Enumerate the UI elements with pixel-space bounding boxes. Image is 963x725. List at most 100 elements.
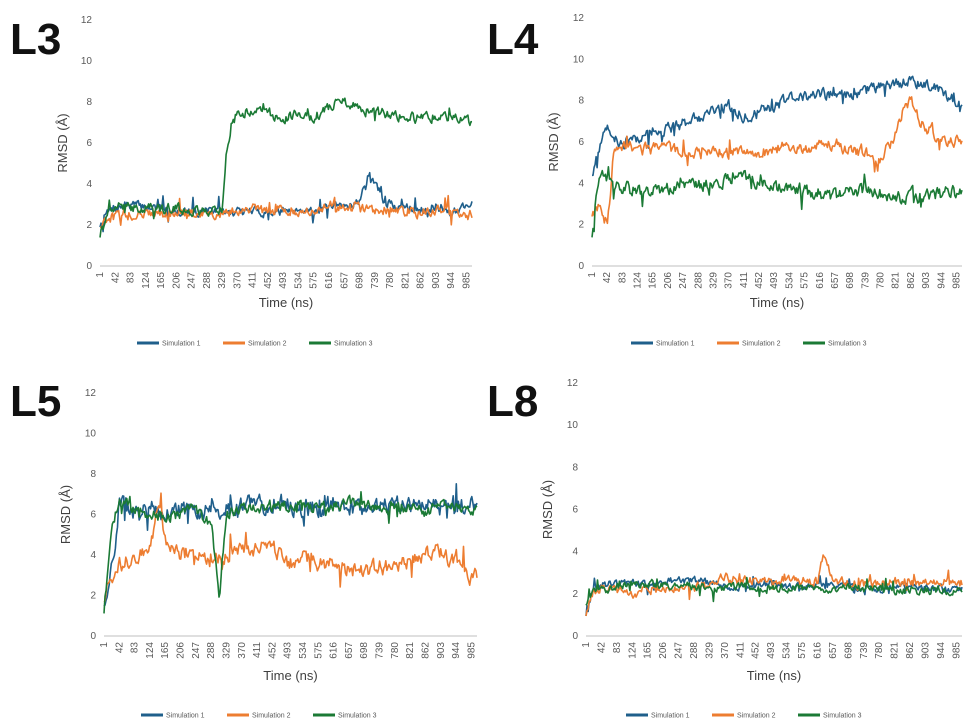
x-tick-label: 247 bbox=[191, 642, 202, 659]
legend-label: Simulation 3 bbox=[338, 713, 377, 720]
x-tick-label: 821 bbox=[405, 642, 416, 659]
y-tick-label: 8 bbox=[90, 469, 96, 480]
x-tick-label: 206 bbox=[658, 642, 669, 659]
y-tick-label: 8 bbox=[578, 96, 584, 107]
y-tick-label: 4 bbox=[572, 547, 578, 558]
y-tick-label: 6 bbox=[578, 137, 584, 148]
y-tick-label: 6 bbox=[90, 510, 96, 521]
y-tick-label: 8 bbox=[572, 462, 578, 473]
x-tick-label: 411 bbox=[739, 272, 750, 288]
x-tick-label: 452 bbox=[751, 642, 762, 659]
x-tick-label: 944 bbox=[451, 642, 462, 659]
x-tick-label: 698 bbox=[359, 642, 370, 659]
x-tick-label: 1 bbox=[581, 642, 592, 648]
panel-label: L5 bbox=[10, 377, 62, 426]
y-axis-title: RMSD (Å) bbox=[55, 113, 70, 172]
series-line-1 bbox=[592, 75, 963, 177]
rmsd-chart-l5: 0 2 4 6 8 10 12 1 42 83 124 165 206 247 288 329 370 411 45… bbox=[58, 388, 478, 720]
x-tick-label: 1 bbox=[587, 272, 598, 278]
y-tick-label: 10 bbox=[85, 429, 97, 440]
x-tick-label: 862 bbox=[906, 272, 917, 289]
legend-label: Simulation 2 bbox=[248, 341, 287, 348]
x-tick-label: 534 bbox=[782, 642, 793, 659]
legend-label: Simulation 2 bbox=[742, 341, 781, 348]
x-tick-label: 411 bbox=[248, 272, 259, 288]
x-tick-label: 247 bbox=[187, 272, 198, 289]
x-tick-label: 657 bbox=[828, 642, 839, 659]
x-tick-label: 83 bbox=[130, 642, 141, 654]
panel-label: L4 bbox=[487, 15, 539, 64]
y-tick-label: 12 bbox=[567, 378, 579, 389]
x-tick-label: 1 bbox=[95, 272, 106, 278]
x-tick-label: 780 bbox=[385, 272, 396, 289]
x-tick-label: 862 bbox=[905, 642, 916, 659]
legend-label: Simulation 1 bbox=[166, 713, 205, 720]
y-tick-label: 2 bbox=[572, 589, 578, 600]
x-tick-label: 739 bbox=[859, 642, 870, 659]
x-tick-label: 411 bbox=[252, 642, 263, 658]
x-axis-title: Time (ns) bbox=[747, 668, 801, 683]
panel-l4: L4 0 2 4 6 8 10 12 1 42 83 124 165 206 247 288 329 370 41… bbox=[482, 0, 963, 360]
series-line-3 bbox=[103, 491, 478, 614]
x-tick-label: 739 bbox=[370, 272, 381, 289]
y-tick-label: 2 bbox=[86, 220, 92, 231]
series-line-1 bbox=[99, 171, 473, 233]
x-tick-label: 206 bbox=[663, 272, 674, 289]
x-tick-label: 739 bbox=[860, 272, 871, 289]
legend-label: Simulation 3 bbox=[823, 713, 862, 720]
x-tick-label: 452 bbox=[263, 272, 274, 289]
x-tick-label: 1 bbox=[99, 642, 110, 648]
legend-label: Simulation 2 bbox=[252, 713, 291, 720]
series-line-2 bbox=[585, 554, 963, 617]
y-axis-title: RMSD (Å) bbox=[58, 485, 73, 544]
legend: Simulation 1 Simulation 2 Simulation 3 bbox=[141, 713, 377, 720]
x-tick-label: 616 bbox=[812, 642, 823, 659]
x-axis-title: Time (ns) bbox=[750, 295, 804, 310]
x-tick-label: 698 bbox=[355, 272, 366, 289]
y-axis-title: RMSD (Å) bbox=[540, 480, 555, 539]
x-tick-label: 288 bbox=[693, 272, 704, 289]
x-tick-label: 124 bbox=[145, 642, 156, 659]
x-tick-label: 821 bbox=[891, 272, 902, 289]
panel-l8: L8 0 2 4 6 8 10 12 1 42 83 124 165 206 247 288 329 370 41… bbox=[482, 360, 963, 720]
x-tick-label: 452 bbox=[267, 642, 278, 659]
series-line-3 bbox=[99, 97, 473, 238]
x-tick-label: 493 bbox=[283, 642, 294, 659]
x-tick-label: 452 bbox=[754, 272, 765, 289]
x-tick-label: 165 bbox=[160, 642, 171, 659]
x-tick-label: 411 bbox=[735, 642, 746, 658]
x-tick-label: 985 bbox=[951, 272, 962, 289]
series-line-3 bbox=[585, 576, 963, 606]
x-tick-label: 288 bbox=[689, 642, 700, 659]
x-axis-title: Time (ns) bbox=[263, 668, 317, 683]
x-tick-label: 575 bbox=[309, 272, 320, 289]
x-tick-label: 944 bbox=[936, 642, 947, 659]
series-line-2 bbox=[99, 194, 473, 229]
x-tick-label: 616 bbox=[329, 642, 340, 659]
panel-label: L8 bbox=[487, 377, 539, 426]
x-tick-label: 534 bbox=[784, 272, 795, 289]
series-line-3 bbox=[591, 166, 963, 238]
x-tick-label: 903 bbox=[436, 642, 447, 659]
x-tick-label: 329 bbox=[704, 642, 715, 659]
x-tick-label: 124 bbox=[141, 272, 152, 289]
legend-label: Simulation 1 bbox=[651, 713, 690, 720]
x-tick-label: 575 bbox=[800, 272, 811, 289]
y-tick-label: 12 bbox=[81, 15, 93, 26]
x-tick-label: 165 bbox=[156, 272, 167, 289]
rmsd-chart-l4: 0 2 4 6 8 10 12 1 42 83 124 165 206 247 288 329 370 411 45… bbox=[546, 13, 963, 348]
x-tick-label: 493 bbox=[278, 272, 289, 289]
panel-l3: L3 0 2 4 6 8 10 12 1 42 83 124 165 206 247 288 329 370 41… bbox=[0, 0, 482, 360]
y-tick-label: 0 bbox=[578, 261, 584, 272]
y-tick-label: 12 bbox=[85, 388, 97, 399]
x-tick-label: 780 bbox=[390, 642, 401, 659]
x-tick-label: 124 bbox=[627, 642, 638, 659]
y-tick-label: 2 bbox=[578, 220, 584, 231]
x-tick-label: 370 bbox=[724, 272, 735, 289]
x-tick-label: 985 bbox=[461, 272, 472, 289]
x-tick-label: 780 bbox=[876, 272, 887, 289]
x-tick-label: 575 bbox=[313, 642, 324, 659]
x-tick-label: 206 bbox=[171, 272, 182, 289]
x-tick-label: 42 bbox=[602, 272, 613, 284]
x-tick-label: 493 bbox=[766, 642, 777, 659]
